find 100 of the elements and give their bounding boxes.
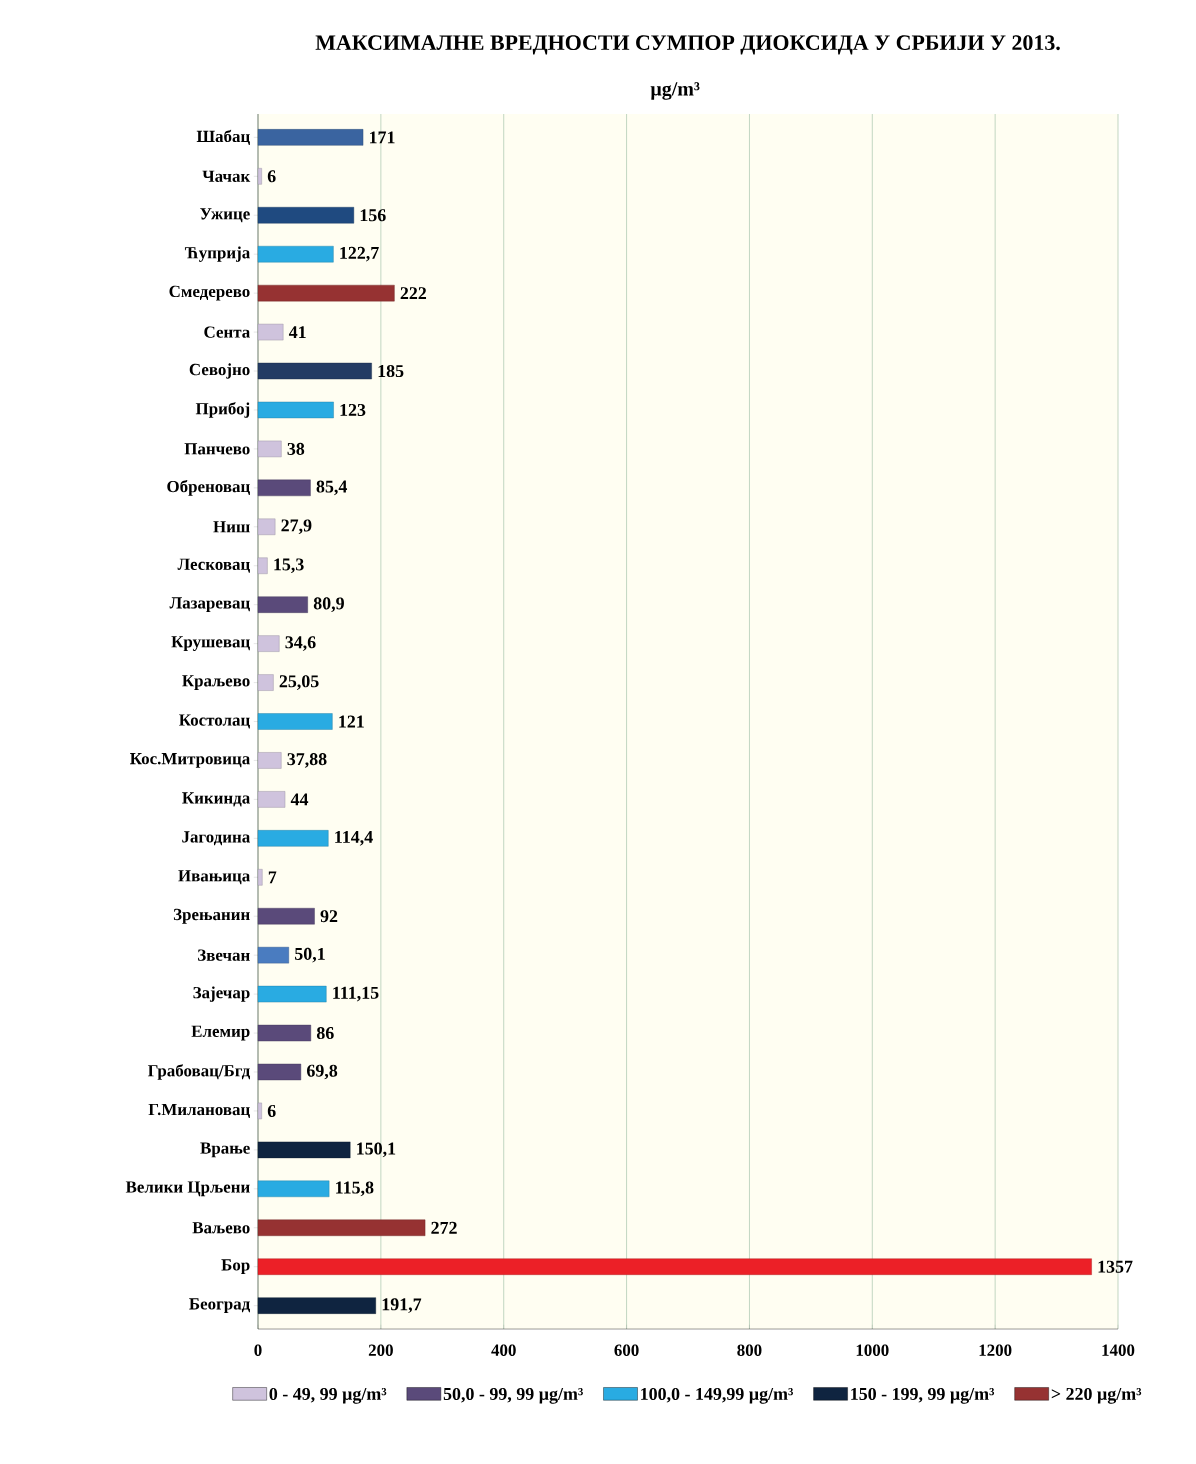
bar [257,1024,312,1042]
data-label: 86 [316,1027,334,1040]
x-tick-label: 0 [254,1344,262,1356]
data-label: 38 [287,442,305,455]
bar [257,401,334,419]
bar [257,752,282,769]
y-tick-label: Зрењанин [173,908,250,924]
data-label: 1357 [1098,1260,1133,1273]
data-label: 123 [340,403,366,416]
y-tick-label: Прибој [195,402,250,418]
y-tick-label: Ивањица [178,870,250,885]
x-tick-label: 800 [737,1344,762,1356]
data-label: 111,15 [333,986,379,1002]
x-axis-title: µg/m³ [650,82,700,100]
x-tick-label: 1200 [979,1344,1012,1356]
bar [257,362,372,380]
y-tick-label: Кос.Митровица [130,753,250,768]
y-tick-label: Јагодина [182,831,250,846]
x-tick-label: 200 [368,1344,393,1356]
data-label: 156 [360,209,386,222]
y-tick-label: Елемир [191,1025,250,1041]
data-label: 37,88 [287,753,327,768]
bar [257,479,311,497]
bar [257,557,268,574]
data-label: 25,05 [279,675,319,690]
data-label: 6 [267,170,276,183]
bar [257,985,327,1003]
bar [257,1063,302,1081]
y-tick-label: Врање [200,1142,250,1158]
bar [257,1258,1092,1275]
bar [257,440,282,458]
y-tick-label: Ћуприја [184,246,250,262]
data-label: 150,1 [357,1142,396,1158]
bar [257,1102,262,1120]
bar [257,908,315,925]
data-label: 171 [370,131,395,144]
bar [257,869,263,886]
bar [257,946,289,964]
bar [257,1297,376,1314]
data-label: 7 [268,871,277,884]
data-label: 85,4 [316,480,348,496]
bar [257,168,262,185]
x-tick-label: 1400 [1102,1344,1135,1356]
bar [257,713,333,730]
y-tick-label: Ниш [213,521,250,533]
x-tick-label: 600 [614,1344,639,1356]
data-label: 222 [400,287,427,300]
data-label: 41 [288,326,306,338]
y-tick-label: Г.Милановац [148,1103,250,1118]
legend-label: 50,0 - 99, 99 µg/m³ [443,1387,583,1404]
y-tick-label: Лазаревац [169,597,250,613]
bar [257,674,274,691]
legend-label: 0 - 49, 99 µg/m³ [269,1387,387,1404]
y-tick-label: Сента [204,326,250,338]
data-label: 114,4 [335,831,373,846]
data-label: 15,3 [274,558,304,574]
y-tick-label: Зајечар [193,986,250,1002]
y-tick-label: Обреновац [167,479,250,496]
y-tick-label: Панчево [184,443,250,455]
legend-label: 100,0 - 149,99 µg/m³ [641,1387,793,1404]
bar [257,830,329,847]
y-tick-label: Ужице [200,208,250,223]
bar [257,1180,330,1198]
data-label: 50,1 [295,947,325,963]
y-tick-label: Чачак [202,170,251,182]
bar [257,129,364,146]
data-label: 122,7 [340,246,379,262]
legend-label: > 220 µg/m³ [1051,1387,1142,1404]
bar [257,323,284,341]
data-label: 272 [431,1221,457,1234]
y-tick-label: Звечан [198,949,250,961]
y-tick-label: Велики Црљени [125,1181,250,1197]
legend-label: 150 - 199, 99 µg/m³ [851,1387,995,1404]
bar [257,791,286,808]
y-tick-label: Краљево [182,675,250,690]
y-tick-label: Шабац [196,129,250,145]
bar [257,1219,426,1236]
y-tick-label: Кикинда [182,792,250,807]
data-label: 92 [320,910,338,923]
bar [257,284,395,302]
data-label: 6 [267,1104,276,1117]
data-label: 69,8 [307,1064,338,1080]
bar [257,1141,351,1159]
data-label: 185 [378,364,404,378]
data-label: 80,9 [313,597,344,613]
y-tick-label: Крушевац [171,636,250,651]
y-tick-label: Севојно [189,363,250,379]
data-label: 191,7 [382,1298,422,1313]
data-label: 121 [339,715,364,728]
bar [257,245,334,263]
data-label: 34,6 [285,636,316,651]
data-label: 44 [290,793,309,806]
data-label: 115,8 [336,1181,374,1197]
y-tick-label: Лесковац [177,558,250,573]
y-tick-label: Смедерево [169,285,250,301]
data-label: 27,9 [281,519,312,535]
bar [257,596,308,613]
y-tick-label: Бор [221,1259,250,1275]
x-tick-label: 1000 [856,1344,889,1356]
bar [257,207,355,224]
